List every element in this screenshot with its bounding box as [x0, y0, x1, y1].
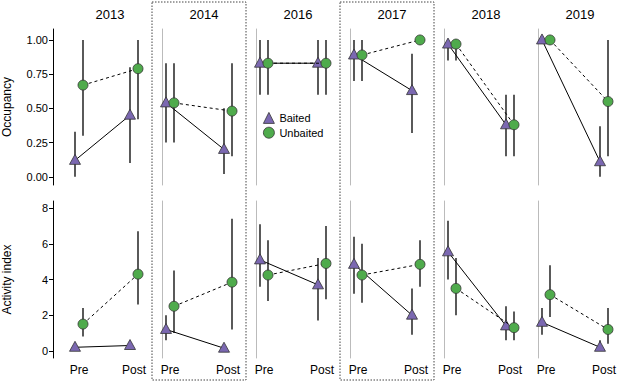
- svg-text:2013: 2013: [96, 7, 125, 22]
- svg-text:2: 2: [42, 309, 48, 321]
- svg-text:Pre: Pre: [537, 363, 556, 377]
- svg-text:2014: 2014: [190, 7, 219, 22]
- svg-text:2019: 2019: [566, 7, 595, 22]
- svg-text:0.50: 0.50: [27, 102, 48, 114]
- svg-text:0.25: 0.25: [27, 137, 48, 149]
- svg-text:Post: Post: [122, 363, 147, 377]
- svg-text:Occupancy: Occupancy: [0, 77, 14, 137]
- svg-text:6: 6: [42, 238, 48, 250]
- svg-text:0: 0: [42, 345, 48, 357]
- svg-text:2017: 2017: [378, 7, 407, 22]
- svg-text:Pre: Pre: [70, 363, 89, 377]
- svg-text:2018: 2018: [472, 7, 501, 22]
- svg-text:0.00: 0.00: [27, 171, 48, 183]
- svg-text:Activity index: Activity index: [0, 244, 14, 314]
- svg-text:8: 8: [42, 202, 48, 214]
- svg-text:1.00: 1.00: [27, 34, 48, 46]
- svg-text:4: 4: [42, 274, 48, 286]
- svg-text:Post: Post: [216, 363, 241, 377]
- svg-text:0.75: 0.75: [27, 68, 48, 80]
- svg-text:2016: 2016: [284, 7, 313, 22]
- svg-text:Pre: Pre: [161, 363, 180, 377]
- svg-text:Post: Post: [404, 363, 429, 377]
- svg-text:Pre: Pre: [255, 363, 274, 377]
- svg-text:Post: Post: [498, 363, 523, 377]
- svg-text:Pre: Pre: [349, 363, 368, 377]
- svg-text:Baited: Baited: [279, 112, 310, 124]
- svg-text:Unbaited: Unbaited: [279, 127, 323, 139]
- svg-text:Post: Post: [310, 363, 335, 377]
- svg-text:Pre: Pre: [443, 363, 462, 377]
- svg-text:Post: Post: [592, 363, 617, 377]
